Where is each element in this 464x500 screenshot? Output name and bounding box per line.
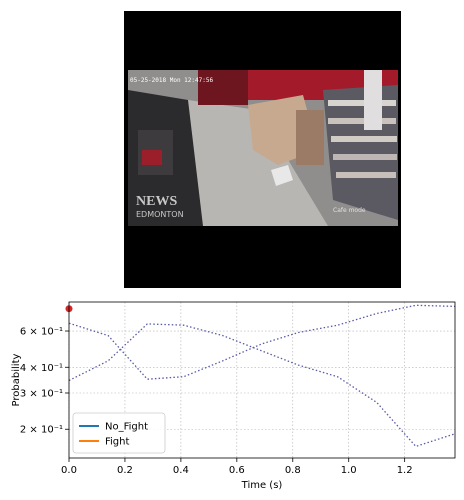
series-lines bbox=[68, 304, 456, 448]
y-tick-label: 2 × 10⁻¹ bbox=[20, 425, 63, 436]
series-line-fight bbox=[68, 304, 456, 380]
timestamp-overlay: 05-25-2018 Mon 12:47:56 bbox=[130, 77, 213, 84]
legend-label: Fight bbox=[105, 437, 129, 448]
y-axis-label: Probability bbox=[11, 353, 22, 406]
plot-frame bbox=[68, 301, 456, 459]
cctv-still: 05-25-2018 Mon 12:47:56 NEWS EDMONTON Ca… bbox=[124, 11, 401, 288]
y-tick-label: 3 × 10⁻¹ bbox=[20, 388, 63, 399]
series-line-no-fight bbox=[68, 323, 456, 448]
probability-chart: 0.0 0.2 0.4 0.6 0.8 1.0 1.2 2 × 10⁻¹ 3 × 10⁻¹ 4 … bbox=[11, 301, 456, 491]
x-tick-label: 1.2 bbox=[397, 465, 413, 476]
legend-label: No_Fight bbox=[105, 422, 148, 433]
watermark-line1: NEWS bbox=[136, 194, 177, 209]
corner-caption: Cafe mode bbox=[333, 207, 366, 214]
x-tick-label: 1.0 bbox=[341, 465, 357, 476]
x-axis-label: Time (s) bbox=[241, 480, 283, 491]
watermark-line2: EDMONTON bbox=[136, 210, 184, 219]
y-tick-label: 6 × 10⁻¹ bbox=[20, 327, 63, 338]
legend-box bbox=[72, 412, 166, 454]
x-tick-label: 0.4 bbox=[173, 465, 189, 476]
y-tick-label: 4 × 10⁻¹ bbox=[20, 363, 63, 374]
x-tick-label: 0.8 bbox=[285, 465, 301, 476]
x-ticks: 0.0 0.2 0.4 0.6 0.8 1.0 1.2 bbox=[61, 458, 413, 476]
legend: No_Fight Fight bbox=[72, 412, 166, 454]
x-tick-label: 0.6 bbox=[229, 465, 245, 476]
x-tick-label: 0.2 bbox=[117, 465, 133, 476]
y-ticks: 2 × 10⁻¹ 3 × 10⁻¹ 4 × 10⁻¹ 6 × 10⁻¹ bbox=[20, 327, 69, 436]
x-tick-label: 0.0 bbox=[61, 465, 77, 476]
video-frame: 05-25-2018 Mon 12:47:56 NEWS EDMONTON Ca… bbox=[124, 11, 401, 288]
